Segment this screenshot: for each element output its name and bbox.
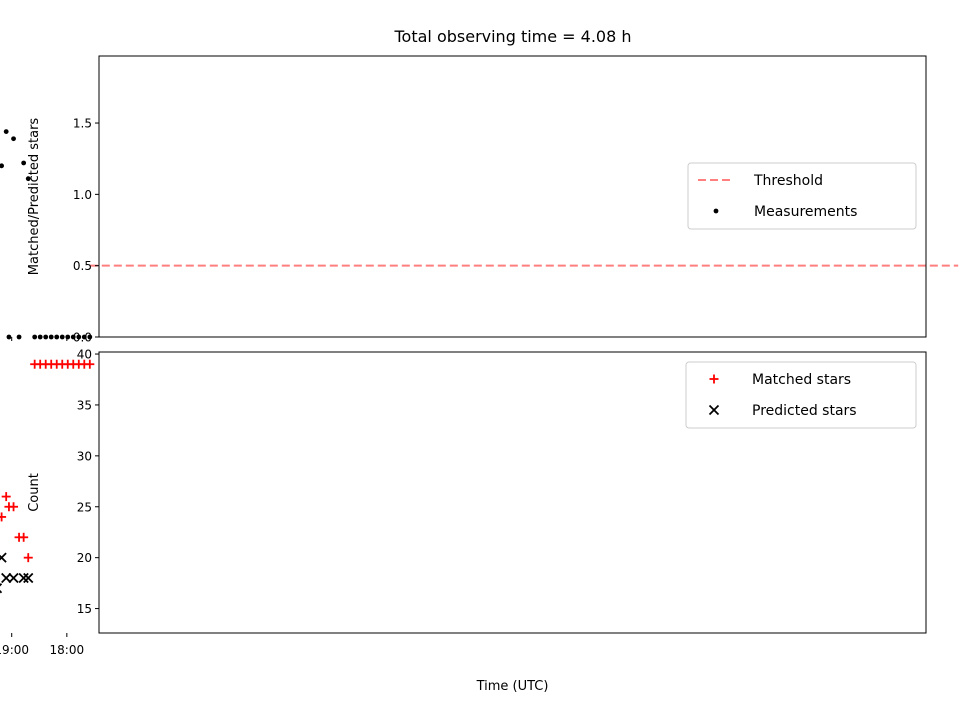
axes-frame-ratio xyxy=(98,55,927,338)
point-measurements-4 xyxy=(65,334,71,340)
point-measurements-11 xyxy=(25,176,31,182)
point-measurements-17 xyxy=(0,163,4,169)
legend-label-matched-stars: Matched stars xyxy=(752,372,851,388)
point-measurements-12 xyxy=(21,160,27,166)
ytick-label-ratio-1: 0.5 xyxy=(73,259,92,273)
ytick-label-counts-4: 35 xyxy=(77,398,92,412)
point-matched-stars-13 xyxy=(14,532,24,542)
point-predicted-stars-2 xyxy=(8,572,19,584)
point-predicted-stars-5 xyxy=(0,583,3,594)
point-measurements-6 xyxy=(54,334,60,340)
ytick-label-counts-1: 20 xyxy=(77,551,92,565)
ytick-label-counts-2: 25 xyxy=(77,500,92,514)
legend-handle-predicted-stars xyxy=(708,404,720,416)
ytick-label-counts-3: 30 xyxy=(77,449,92,463)
point-measurements-2 xyxy=(76,334,82,340)
legend-handle-measurements xyxy=(713,208,719,214)
point-predicted-stars-4 xyxy=(0,552,7,563)
point-measurements-16 xyxy=(3,129,9,134)
ytick-label-ratio-0: 0.0 xyxy=(73,331,92,345)
legend-ratio xyxy=(687,162,917,230)
legend-label-threshold: Threshold xyxy=(753,173,823,189)
point-matched-stars-17 xyxy=(0,512,7,522)
point-measurements-5 xyxy=(59,334,65,340)
xtick-label-1: 19:00 xyxy=(0,643,29,657)
xtick-label-0: 18:00 xyxy=(50,643,85,657)
chart-title: Total observing time = 4.08 h xyxy=(393,27,631,46)
point-matched-stars-16 xyxy=(1,492,11,502)
point-measurements-0 xyxy=(87,334,93,340)
legend-handle-matched-stars xyxy=(709,374,719,384)
point-measurements-10 xyxy=(32,334,38,340)
point-measurements-15 xyxy=(6,334,12,340)
point-measurements-7 xyxy=(48,334,54,340)
point-measurements-1 xyxy=(81,334,87,340)
point-matched-stars-15 xyxy=(4,502,14,512)
point-predicted-stars-1 xyxy=(18,572,29,584)
point-predicted-stars-0 xyxy=(23,572,34,584)
ytick-label-ratio-3: 1.5 xyxy=(73,117,92,131)
point-measurements-13 xyxy=(16,334,22,340)
legend-counts xyxy=(685,361,917,429)
point-measurements-3 xyxy=(70,334,76,340)
point-measurements-14 xyxy=(11,136,16,142)
legend-label-predicted-stars: Predicted stars xyxy=(752,403,857,419)
xlabel: Time (UTC) xyxy=(476,679,549,694)
point-matched-stars-18 xyxy=(0,516,2,518)
axes-frame-counts xyxy=(98,351,927,634)
ytick-label-counts-0: 15 xyxy=(77,602,92,616)
ytick-label-ratio-2: 1.0 xyxy=(73,188,92,202)
ylabel-ratio: Matched/Predicted stars xyxy=(27,118,42,276)
point-predicted-stars-3 xyxy=(1,572,12,584)
point-measurements-8 xyxy=(43,334,49,340)
ytick-label-counts-5: 40 xyxy=(77,348,92,362)
legend-label-measurements: Measurements xyxy=(754,204,857,220)
point-matched-stars-11 xyxy=(23,553,33,563)
point-matched-stars-10 xyxy=(30,359,40,369)
ylabel-counts: Count xyxy=(27,473,42,512)
point-measurements-9 xyxy=(37,334,43,340)
